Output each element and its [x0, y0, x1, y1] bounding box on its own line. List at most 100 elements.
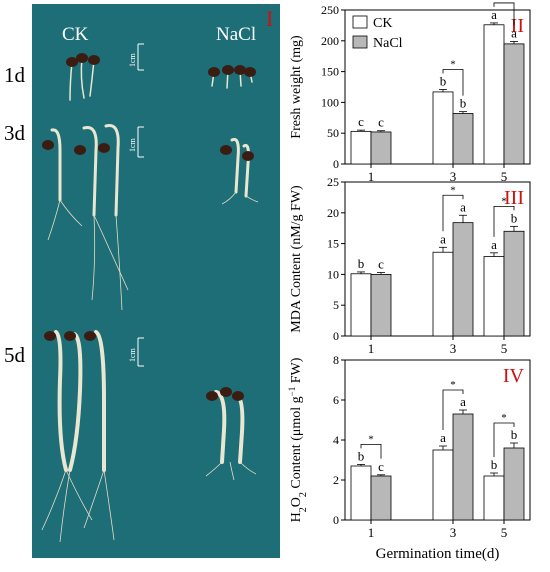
y-tick-label: 4 [333, 433, 339, 447]
significance-letter: b [491, 457, 498, 472]
bar-nacl-1 [371, 132, 391, 164]
significance-star: * [501, 195, 507, 207]
y-tick-label: 10 [327, 267, 339, 281]
seed [206, 391, 218, 401]
seed [84, 331, 96, 341]
stem [70, 62, 72, 100]
bar-ck-5 [484, 476, 504, 520]
y-tick-label: 0 [333, 329, 339, 343]
scale-bar-label: 1cm [128, 347, 137, 362]
bar-ck-5 [484, 25, 504, 164]
significance-star: * [501, 412, 507, 424]
treatment-label-ck: CK [62, 24, 89, 45]
x-tick-label: 3 [450, 525, 457, 540]
y-axis-label: H2O2 Content (μmol g−1 FW) [287, 357, 309, 522]
seed [244, 67, 256, 77]
significance-letter: b [358, 256, 365, 271]
x-axis-label: Germination time(d) [376, 546, 500, 562]
treatment-label-nacl: NaCl [216, 24, 256, 45]
seed [64, 331, 76, 341]
y-tick-label: 20 [327, 206, 339, 220]
y-axis-label: MDA Content (nM/g FW) [289, 185, 304, 333]
bar-nacl-5 [504, 448, 524, 520]
scale-bar-1: 1cm [128, 44, 144, 70]
day-label-1d: 1d [4, 63, 26, 87]
y-tick-label: 15 [327, 237, 339, 251]
seed [74, 145, 86, 155]
legend: CKNaCl [353, 16, 403, 51]
root [206, 462, 222, 476]
y-tick-label: 2 [333, 473, 339, 487]
x-tick-label: 5 [501, 341, 508, 356]
chart-panel-IV: 024681 3 5H2O2 Content (μmol g−1 FW) IVbc* a… [287, 353, 530, 562]
seed [208, 67, 220, 77]
bar-ck-3 [433, 252, 453, 336]
bar-nacl-3 [453, 113, 473, 164]
significance-letter: c [378, 257, 384, 272]
legend-swatch [353, 16, 367, 28]
significance-letter: a [440, 430, 446, 445]
seedlings-illustration [42, 53, 258, 542]
stem [70, 334, 80, 470]
stem [81, 58, 84, 98]
significance-letter: b [440, 73, 447, 88]
seed [44, 331, 56, 341]
bar-ck-3 [433, 92, 453, 164]
legend-swatch [353, 36, 367, 48]
significance-letter: b [358, 448, 365, 463]
legend-label-nacl: NaCl [373, 36, 403, 51]
y-tick-label: 0 [333, 513, 339, 527]
stem [90, 60, 94, 96]
scale-bar-label: 1cm [128, 52, 137, 67]
stem [236, 394, 242, 462]
root [230, 462, 234, 480]
stem [216, 392, 224, 462]
day-label-3d: 3d [4, 121, 26, 145]
seed [220, 387, 232, 397]
stem [232, 139, 238, 192]
root [60, 200, 82, 226]
significance-letter: a [511, 25, 517, 40]
seed [42, 140, 54, 150]
x-tick-label: 3 [450, 341, 457, 356]
scale-bar-label: 1cm [128, 137, 137, 152]
seed [220, 145, 232, 155]
y-tick-label: 25 [327, 175, 339, 189]
significance-letter: b [511, 210, 518, 225]
y-tick-label: 50 [327, 126, 339, 140]
y-tick-label: 250 [321, 3, 339, 17]
y-tick-label: 5 [333, 298, 339, 312]
bar-nacl-1 [371, 274, 391, 336]
root [60, 470, 70, 542]
root [48, 200, 60, 240]
panel-label-IV: IV [503, 365, 525, 387]
bar-nacl-3 [453, 223, 473, 336]
significance-letter: b [511, 427, 518, 442]
root [66, 470, 92, 520]
y-tick-label: 6 [333, 393, 339, 407]
panel-label-III: III [504, 187, 524, 209]
seed [232, 391, 244, 401]
significance-letter: a [460, 199, 466, 214]
y-axis-label: Fresh weight (mg) [289, 35, 304, 139]
root [94, 215, 128, 290]
x-tick-label: 5 [501, 525, 508, 540]
bar-nacl-5 [504, 231, 524, 336]
significance-star: * [368, 433, 374, 445]
significance-letter: b [460, 96, 467, 111]
x-tick-label: 1 [368, 525, 375, 540]
root [222, 192, 236, 204]
y-tick-label: 0 [333, 157, 339, 171]
seed [98, 143, 110, 153]
bar-ck-5 [484, 257, 504, 336]
seed [242, 151, 254, 161]
root [246, 196, 258, 202]
significance-letter: a [460, 394, 466, 409]
stem [52, 130, 60, 200]
scale-bar-2: 1cm [128, 127, 144, 157]
scale-bar-3: 1cm [128, 338, 144, 366]
stem [56, 332, 66, 470]
bar-ck-3 [433, 450, 453, 520]
